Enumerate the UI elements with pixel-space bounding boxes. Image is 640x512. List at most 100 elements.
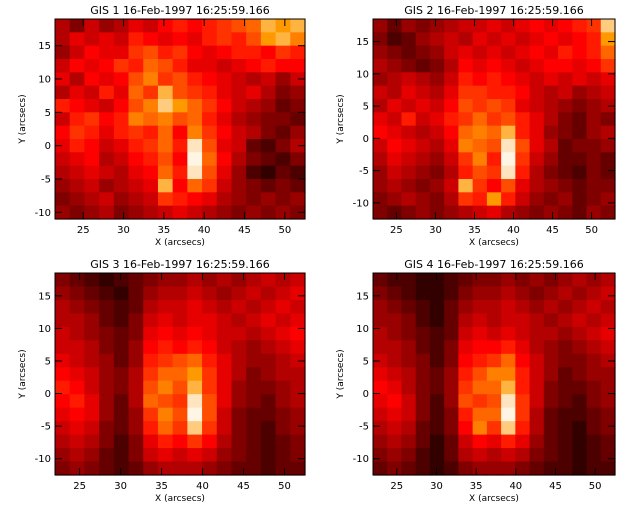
heatmap-cell [84, 340, 100, 355]
heatmap-cell [429, 152, 445, 167]
heatmap-cell [172, 448, 188, 463]
heatmap-cell [84, 72, 100, 87]
heatmap-cell [529, 192, 545, 207]
heatmap-cell [558, 367, 573, 382]
heatmap-cell [290, 32, 306, 47]
heatmap-cell [187, 179, 203, 193]
plot-frame [372, 18, 616, 220]
heatmap-cell [260, 179, 277, 193]
heatmap-cell [231, 125, 247, 140]
heatmap-cell [529, 394, 545, 409]
x-axis-label: X (arcsecs) [155, 238, 205, 248]
heatmap-cell [246, 112, 262, 127]
heatmap-cell [586, 407, 602, 422]
heatmap-cell [143, 179, 159, 193]
y-tick-label: 10 [356, 324, 369, 335]
heatmap-cell [275, 434, 291, 449]
heatmap-cell [202, 421, 218, 436]
heatmap-cell [458, 179, 474, 193]
heatmap-cell [515, 286, 531, 301]
heatmap-cell [486, 313, 502, 328]
heatmap-cell [458, 273, 474, 288]
heatmap-cell [373, 394, 388, 409]
heatmap-cell [600, 125, 616, 140]
heatmap-cell [572, 448, 588, 463]
heatmap-cell [84, 380, 100, 395]
heatmap-cell [260, 85, 277, 100]
heatmap-cell [69, 273, 86, 288]
heatmap-cell [543, 380, 559, 395]
heatmap-cell [128, 367, 144, 382]
heatmap-cell [558, 165, 573, 180]
heatmap-cell [444, 59, 460, 73]
heatmap-cell [216, 45, 233, 60]
y-tick-label: -10 [35, 208, 51, 219]
heatmap-cell [572, 45, 588, 60]
heatmap-cell [515, 19, 531, 33]
heatmap-cell [558, 139, 573, 153]
heatmap-cell [260, 367, 277, 382]
heatmap-cell [231, 407, 247, 422]
heatmap-cell [55, 434, 71, 449]
heatmap-cell [415, 340, 431, 355]
heatmap-cell [143, 340, 159, 355]
heatmap-cell [275, 165, 291, 180]
heatmap-cell [246, 205, 262, 220]
heatmap-cell [387, 85, 403, 100]
heatmap-cell [290, 273, 306, 288]
y-tick-label: 5 [45, 108, 51, 119]
heatmap-cell [99, 139, 115, 153]
heatmap-cell [543, 434, 559, 449]
heatmap-cell [143, 421, 159, 436]
heatmap-cell [600, 165, 616, 180]
heatmap-cell [458, 205, 474, 220]
heatmap-cell [113, 32, 130, 47]
chart-title: GIS 3 16-Feb-1997 16:25:59.166 [90, 258, 270, 271]
heatmap-cell [187, 407, 203, 422]
y-tick-label: 15 [356, 37, 369, 48]
heatmap-cell [543, 139, 559, 153]
heatmap-cell [260, 461, 277, 476]
heatmap-cell [216, 32, 233, 47]
y-axis-label: Y (arcsecs) [18, 349, 28, 399]
heatmap-cell [143, 139, 159, 153]
heatmap-cell [586, 313, 602, 328]
heatmap-cell [515, 367, 531, 382]
heatmap-cell [501, 139, 516, 153]
heatmap-cell [187, 139, 203, 153]
heatmap-cell [260, 112, 277, 127]
heatmap-cell [157, 421, 174, 436]
heatmap-cell [246, 85, 262, 100]
heatmap-cell [231, 313, 247, 328]
x-tick-label: 45 [549, 481, 562, 492]
heatmap-cell [515, 179, 531, 193]
heatmap-cell [84, 205, 100, 220]
heatmap-cell [458, 286, 474, 301]
heatmap-cell [515, 192, 531, 207]
heatmap-cell [529, 179, 545, 193]
heatmap-cell [260, 394, 277, 409]
heatmap-cell [172, 139, 188, 153]
heatmap-cell [187, 461, 203, 476]
heatmap-cell [187, 367, 203, 382]
heatmap-cell [444, 19, 460, 33]
heatmap-cell [231, 72, 247, 87]
heatmap-cell [113, 313, 130, 328]
heatmap-cell [472, 326, 488, 341]
heatmap-cell [113, 72, 130, 87]
heatmap-cell [373, 461, 388, 476]
heatmap-cell [600, 461, 616, 476]
heatmap-cell [572, 125, 588, 140]
heatmap-cell [401, 286, 417, 301]
heatmap-cell [290, 192, 306, 207]
heatmap-cell [275, 286, 291, 301]
heatmap-cell [387, 313, 403, 328]
heatmap-cell [84, 394, 100, 409]
heatmap-cell [260, 407, 277, 422]
heatmap-cell [202, 367, 218, 382]
heatmap-cell [172, 19, 188, 33]
heatmap-cell [128, 72, 144, 87]
heatmap-cell [275, 125, 291, 140]
heatmap-cell [373, 326, 388, 341]
heatmap-cell [99, 434, 115, 449]
